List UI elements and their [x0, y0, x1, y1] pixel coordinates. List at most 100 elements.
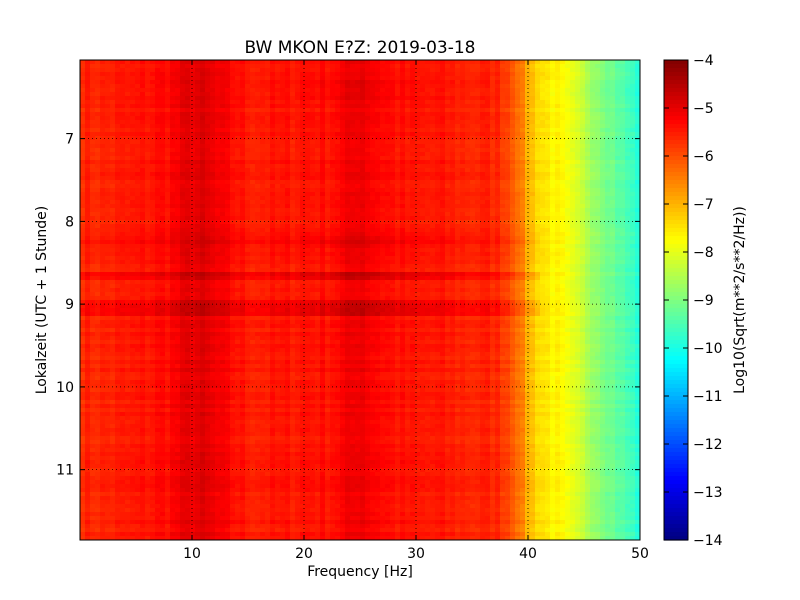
heatmap-cell — [610, 140, 616, 145]
heatmap-cell — [85, 212, 91, 217]
heatmap-cell — [580, 116, 586, 121]
heatmap-cell — [585, 208, 591, 213]
heatmap-cell — [590, 72, 596, 77]
heatmap-cell — [230, 224, 236, 229]
heatmap-cell — [140, 160, 146, 165]
heatmap-cell — [455, 140, 461, 145]
heatmap-cell — [425, 140, 431, 145]
heatmap-cell — [450, 192, 456, 197]
heatmap-cell — [225, 184, 231, 189]
heatmap-cell — [205, 84, 211, 89]
heatmap-cell — [140, 72, 146, 77]
heatmap-cell — [630, 92, 636, 97]
heatmap-cell — [215, 200, 221, 205]
heatmap-cell — [170, 216, 176, 221]
heatmap-cell — [410, 144, 416, 149]
heatmap-cell — [80, 196, 86, 201]
heatmap-cell — [385, 100, 391, 105]
heatmap-cell — [465, 188, 471, 193]
heatmap-cell — [490, 164, 496, 169]
heatmap-cell — [590, 228, 596, 233]
heatmap-cell — [325, 108, 331, 113]
heatmap-cell — [495, 96, 501, 101]
heatmap-cell — [240, 216, 246, 221]
heatmap-cell — [410, 80, 416, 85]
heatmap-cell — [350, 68, 356, 73]
heatmap-cell — [630, 224, 636, 229]
heatmap-cell — [410, 88, 416, 93]
heatmap-cell — [520, 120, 526, 125]
heatmap-cell — [360, 208, 366, 213]
heatmap-cell — [195, 136, 201, 141]
heatmap-cell — [205, 188, 211, 193]
heatmap-cell — [165, 180, 171, 185]
heatmap-cell — [445, 104, 451, 109]
heatmap-cell — [205, 140, 211, 145]
heatmap-cell — [100, 180, 106, 185]
heatmap-cell — [590, 164, 596, 169]
heatmap-cell — [295, 136, 301, 141]
heatmap-cell — [190, 224, 196, 229]
heatmap-cell — [425, 88, 431, 93]
heatmap-cell — [260, 100, 266, 105]
heatmap-cell — [340, 124, 346, 129]
heatmap-cell — [100, 120, 106, 125]
heatmap-cell — [160, 112, 166, 117]
heatmap-cell — [505, 76, 511, 81]
heatmap-cell — [415, 156, 421, 161]
heatmap-cell — [230, 188, 236, 193]
heatmap-cell — [115, 128, 121, 133]
heatmap-cell — [290, 204, 296, 209]
heatmap-cell — [450, 220, 456, 225]
heatmap-cell — [625, 140, 631, 145]
heatmap-cell — [585, 88, 591, 93]
heatmap-cell — [145, 232, 151, 237]
heatmap-cell — [525, 196, 531, 201]
heatmap-cell — [185, 232, 191, 237]
heatmap-cell — [475, 196, 481, 201]
heatmap-cell — [360, 140, 366, 145]
heatmap-cell — [580, 152, 586, 157]
heatmap-cell — [100, 220, 106, 225]
heatmap-cell — [470, 200, 476, 205]
heatmap-cell — [215, 204, 221, 209]
heatmap-cell — [195, 172, 201, 177]
heatmap-cell — [215, 132, 221, 137]
heatmap-cell — [145, 76, 151, 81]
heatmap-cell — [535, 228, 541, 233]
heatmap-cell — [365, 188, 371, 193]
heatmap-cell — [500, 184, 506, 189]
heatmap-cell — [160, 108, 166, 113]
heatmap-cell — [600, 208, 606, 213]
heatmap-cell — [350, 192, 356, 197]
heatmap-cell — [615, 180, 621, 185]
heatmap-cell — [120, 80, 126, 85]
heatmap-cell — [500, 200, 506, 205]
heatmap-cell — [105, 136, 111, 141]
heatmap-cell — [585, 224, 591, 229]
heatmap-cell — [555, 164, 561, 169]
heatmap-cell — [585, 212, 591, 217]
heatmap-cell — [570, 220, 576, 225]
heatmap-cell — [620, 212, 626, 217]
heatmap-cell — [275, 196, 281, 201]
heatmap-cell — [215, 232, 221, 237]
heatmap-cell — [85, 64, 91, 69]
heatmap-cell — [315, 212, 321, 217]
heatmap-cell — [500, 232, 506, 237]
heatmap-cell — [495, 224, 501, 229]
heatmap-cell — [555, 136, 561, 141]
heatmap-cell — [570, 140, 576, 145]
heatmap-cell — [85, 60, 91, 65]
heatmap-cell — [175, 196, 181, 201]
heatmap-cell — [175, 108, 181, 113]
heatmap-cell — [345, 132, 351, 137]
heatmap-cell — [500, 172, 506, 177]
heatmap-cell — [150, 220, 156, 225]
heatmap-cell — [350, 160, 356, 165]
heatmap-cell — [345, 148, 351, 153]
heatmap-cell — [225, 192, 231, 197]
heatmap-cell — [130, 112, 136, 117]
heatmap-cell — [545, 168, 551, 173]
heatmap-cell — [610, 204, 616, 209]
